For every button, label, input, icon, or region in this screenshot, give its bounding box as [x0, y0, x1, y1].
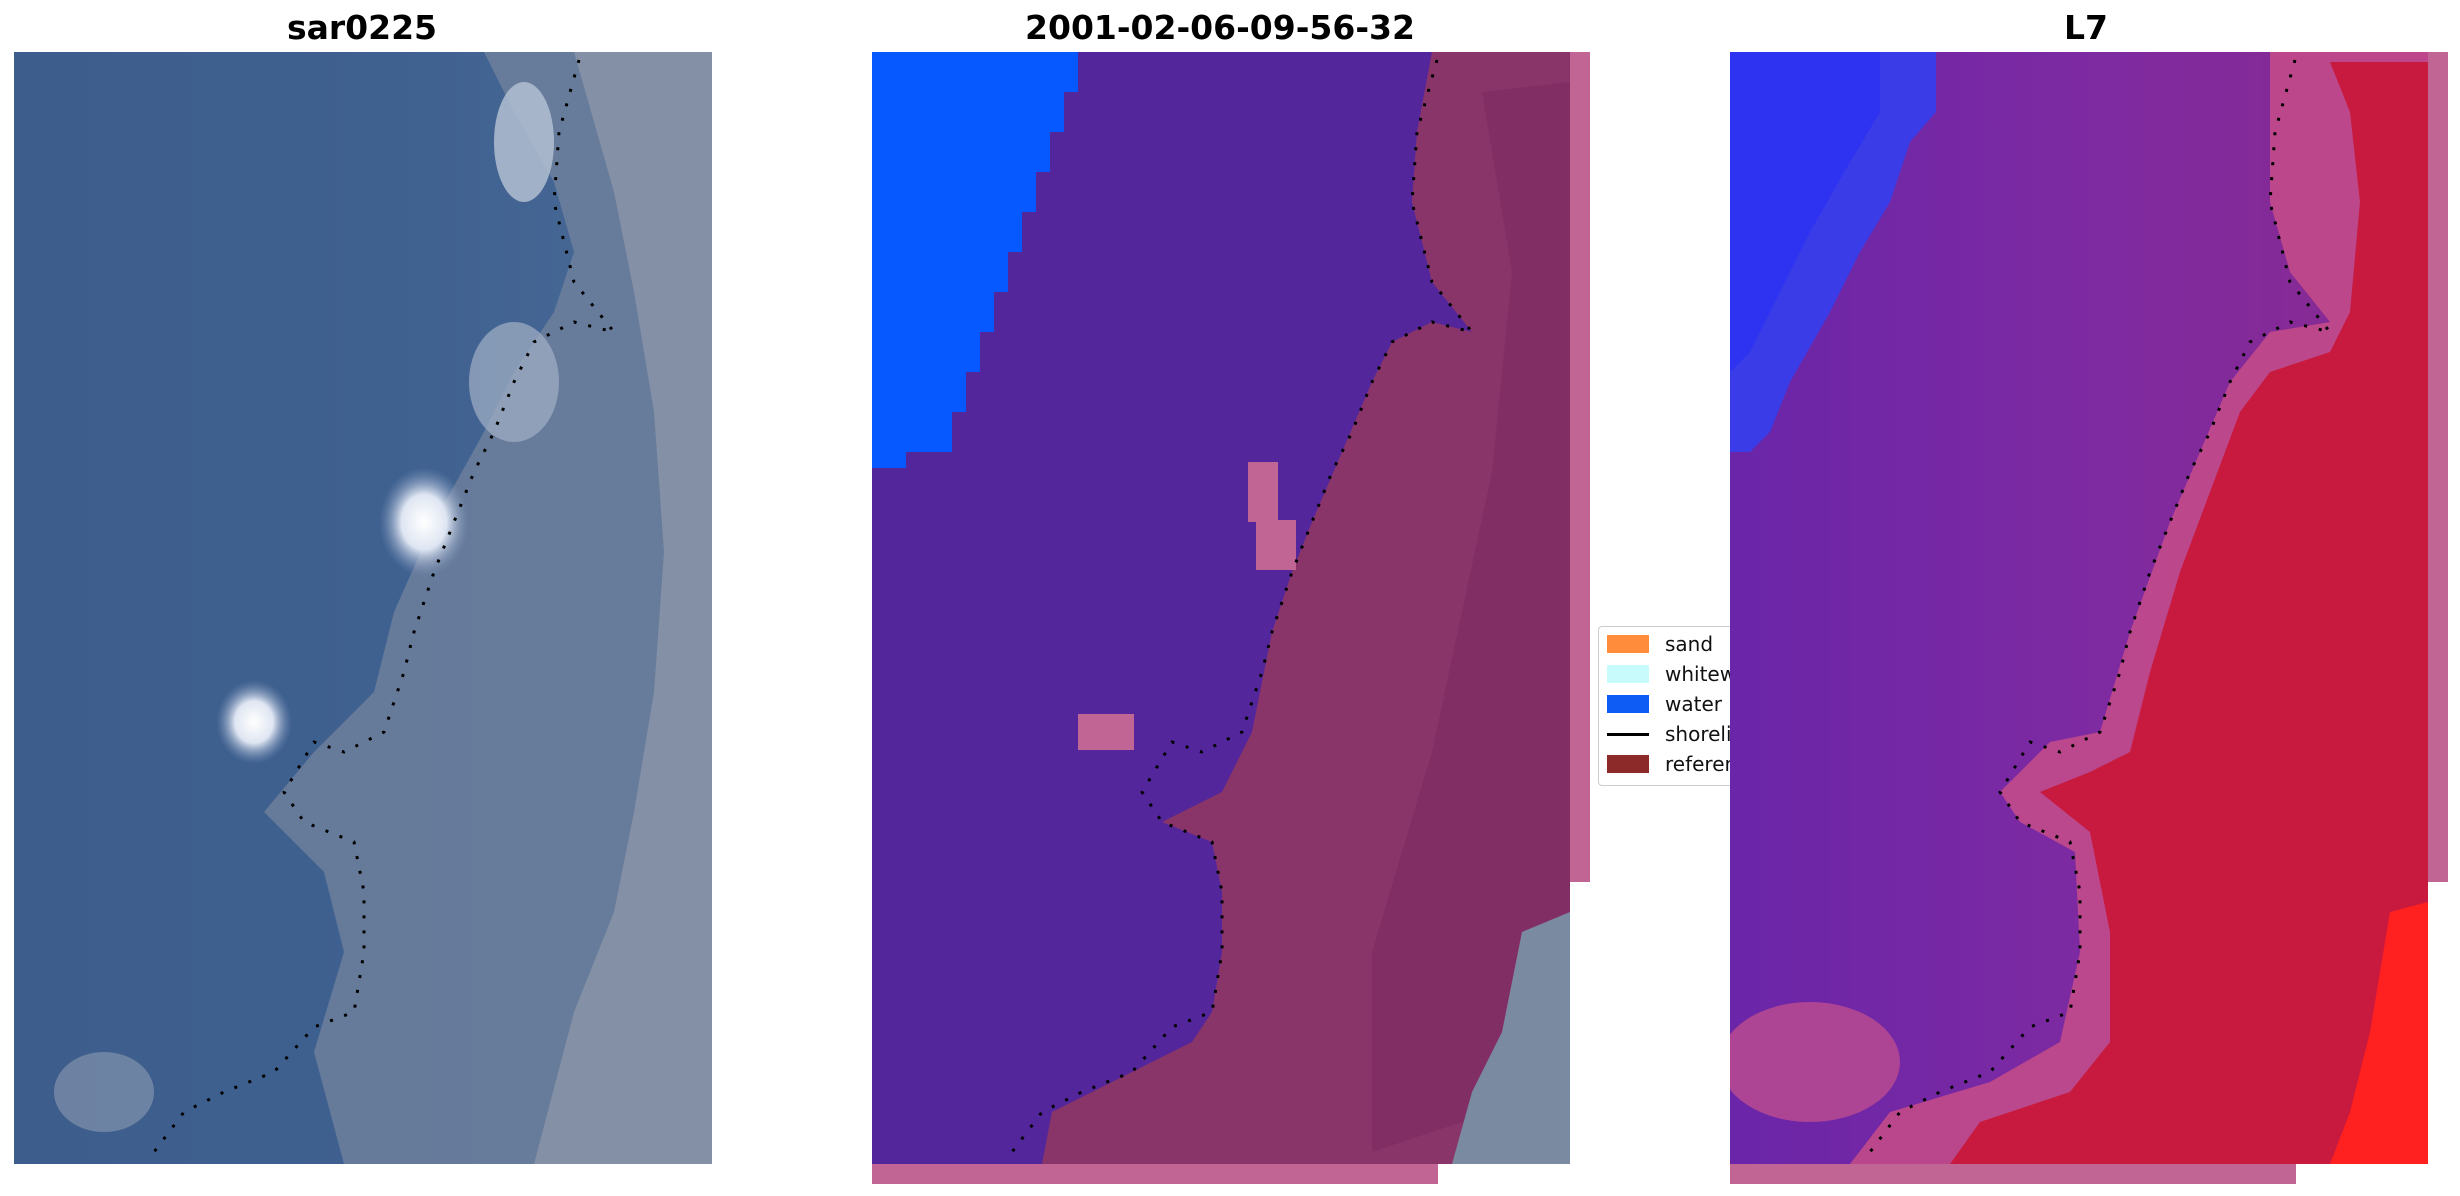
panel-title-rgb: sar0225	[286, 8, 438, 47]
rgb-image-panel	[14, 52, 712, 1164]
legend-item-shoreline: shoreline	[1607, 719, 1733, 749]
classified-image-panel	[872, 52, 1590, 1184]
legend-line-shoreline	[1607, 732, 1649, 736]
index-image	[1730, 52, 2448, 1184]
legend-swatch-reference	[1607, 755, 1649, 773]
legend-swatch-whitewater	[1607, 665, 1649, 683]
panel-title-index: L7	[2064, 8, 2108, 47]
legend-item-sand: sand	[1607, 629, 1713, 659]
legend-label-reference: reference	[1665, 752, 1733, 776]
panel-title-classified: 2001-02-06-09-56-32	[1025, 8, 1415, 47]
legend-item-water: water	[1607, 689, 1722, 719]
index-image-panel	[1730, 52, 2448, 1184]
rgb-image	[14, 52, 712, 1164]
legend-swatch-water	[1607, 695, 1649, 713]
legend-label-water: water	[1665, 692, 1722, 716]
classified-image	[872, 52, 1590, 1184]
legend-item-reference: reference	[1607, 749, 1733, 779]
legend-label-shoreline: shoreline	[1665, 722, 1733, 746]
legend-label-sand: sand	[1665, 632, 1714, 656]
legend-swatch-sand	[1607, 635, 1649, 653]
